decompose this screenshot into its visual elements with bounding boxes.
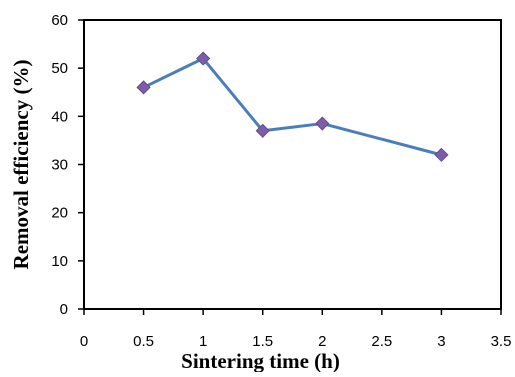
y-tick-label: 40 xyxy=(51,108,68,125)
axes xyxy=(78,19,502,315)
y-axis-title: Removal efficiency (%) xyxy=(9,60,33,270)
data-point-marker xyxy=(315,116,330,131)
x-tick-label: 1 xyxy=(199,333,207,350)
y-tick-label: 60 xyxy=(51,12,68,29)
data-markers xyxy=(136,51,449,162)
data-point-marker xyxy=(196,51,211,66)
y-tick-label: 10 xyxy=(51,253,68,270)
plot-frame xyxy=(83,19,502,310)
x-tick-label: 0.5 xyxy=(133,333,154,350)
x-tick-label: 1.5 xyxy=(252,333,273,350)
y-tick-label: 30 xyxy=(51,157,68,174)
y-tick-label: 50 xyxy=(51,60,68,77)
x-tick-label: 2 xyxy=(318,333,326,350)
x-tick-label: 3 xyxy=(437,333,445,350)
x-axis-title: Sintering time (h) xyxy=(181,349,340,372)
x-tick-label: 0 xyxy=(80,333,88,350)
data-point-marker xyxy=(434,147,449,162)
data-point-marker xyxy=(255,123,270,138)
series-lines xyxy=(142,57,443,157)
data-point-marker xyxy=(136,80,151,95)
series-line xyxy=(142,57,443,157)
x-tick-label: 2.5 xyxy=(371,333,392,350)
tick-labels: 0 0.5 1 1.5 2 2.5 3 3.5 0 10 20 30 40 50 60 xyxy=(51,12,511,350)
x-tick-label: 3.5 xyxy=(491,333,512,350)
y-tick-label: 20 xyxy=(51,205,68,222)
y-tick-label: 0 xyxy=(60,301,68,318)
